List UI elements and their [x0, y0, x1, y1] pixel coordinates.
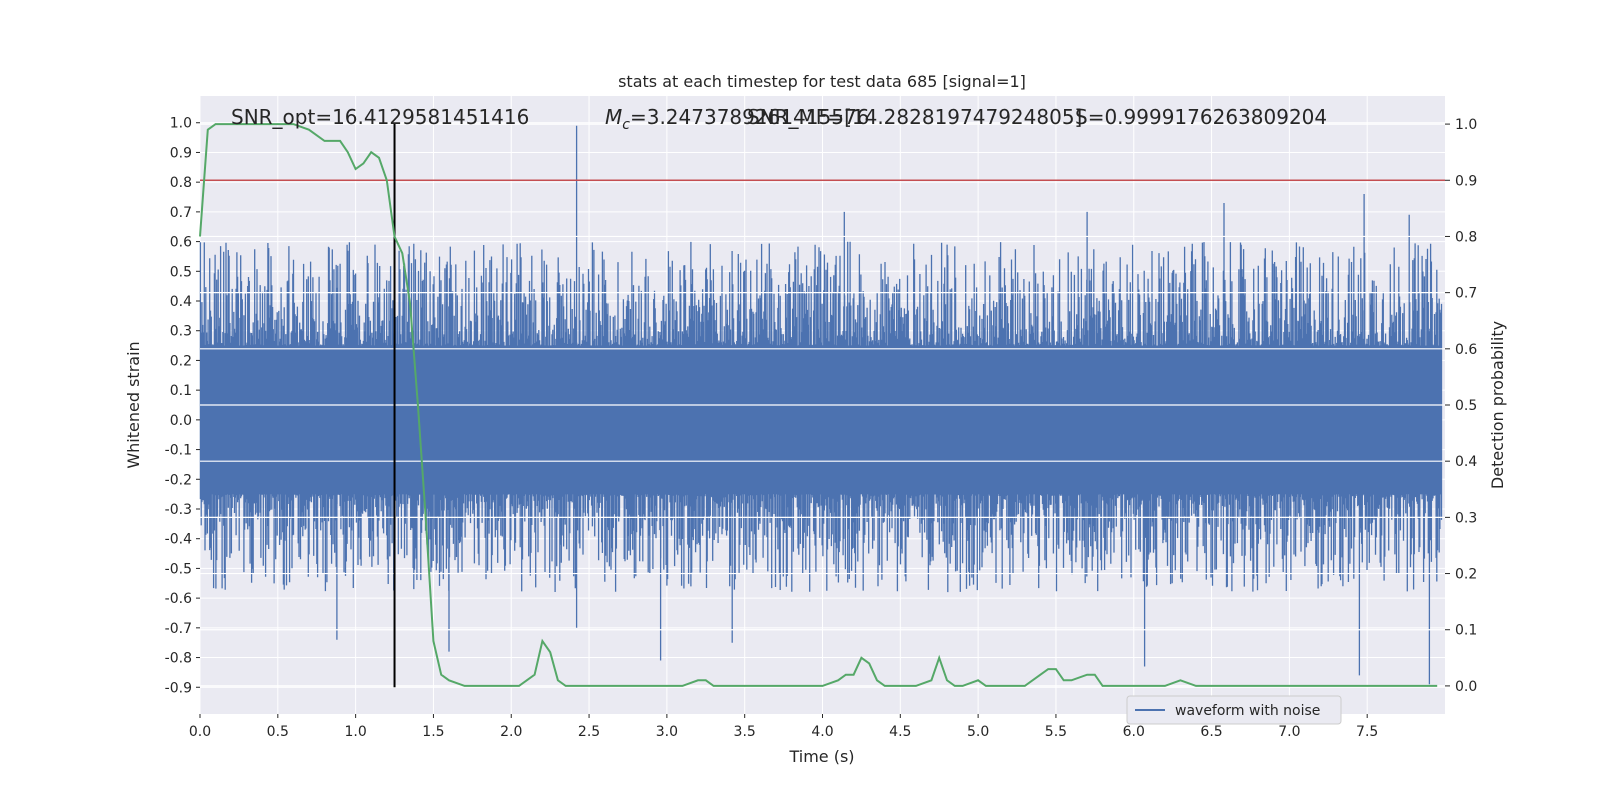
annotation-snr-mf: SNR_MF=[14.282819747924805]: [747, 105, 1082, 129]
annotation-snr-opt: SNR_opt=16.4129581451416: [231, 105, 529, 129]
y-tick-label: 0.9: [170, 145, 192, 161]
y-tick-label: 0.3: [170, 324, 192, 340]
y-tick-label: -0.4: [165, 532, 192, 548]
right-y-tick-label: 0.8: [1455, 229, 1477, 245]
right-y-tick-label: 0.4: [1455, 454, 1477, 470]
y-axis-label-right: Detection probability: [1488, 321, 1507, 489]
x-tick-label: 0.5: [267, 724, 289, 740]
waveform-core-band: [200, 345, 1442, 495]
overlay-layer: [199, 122, 1445, 688]
y-tick-label: 0.7: [170, 205, 192, 221]
x-tick-label: 6.0: [1123, 724, 1145, 740]
x-tick-label: 1.5: [422, 724, 444, 740]
right-y-tick-label: 1.0: [1455, 117, 1477, 133]
legend-box: [1126, 695, 1342, 725]
y-tick-label: 0.6: [170, 235, 192, 251]
x-tick-label: 5.0: [967, 724, 989, 740]
y-tick-label: 0.4: [170, 294, 192, 310]
x-tick-label: 1.0: [344, 724, 366, 740]
right-y-tick-label: 0.6: [1455, 342, 1477, 358]
right-y-tick-label: 0.5: [1455, 398, 1477, 414]
y-tick-label: -0.2: [165, 472, 192, 488]
annotation-chirp-mass: Mc=3.2473789261415576: [605, 105, 869, 133]
right-y-tick-label: 0.9: [1455, 173, 1477, 189]
chart-title: stats at each timestep for test data 685…: [618, 72, 1026, 91]
y-tick-label: 0.1: [170, 383, 192, 399]
waveform-layer: [199, 125, 1443, 685]
legend-label-waveform: waveform with noise: [1175, 703, 1320, 719]
y-tick-label: 0.2: [170, 353, 192, 369]
chirp-mass-value: =3.2473789261415576: [630, 105, 869, 129]
legend: waveform with noise: [1126, 695, 1342, 725]
x-tick-label: 0.0: [189, 724, 211, 740]
annotation-score: S=0.9999176263809204: [1075, 105, 1327, 129]
y-tick-label: 0.0: [170, 413, 192, 429]
right-y-tick-label: 0.0: [1455, 679, 1477, 695]
y-tick-label: -0.8: [165, 651, 192, 667]
y-tick-label: -0.9: [165, 680, 192, 696]
y-tick-label: -0.7: [165, 621, 192, 637]
detection-probability-line: [199, 123, 1438, 687]
chirp-mass-subscript: c: [622, 117, 630, 133]
x-tick-label: 7.5: [1356, 724, 1378, 740]
right-y-tick-label: 0.2: [1455, 567, 1477, 583]
x-tick-label: 5.5: [1045, 724, 1067, 740]
x-tick-label: 3.0: [656, 724, 678, 740]
y-tick-label: -0.6: [165, 591, 192, 607]
right-y-tick-label: 0.1: [1455, 623, 1477, 639]
ticks-layer: 0.0 0.5 1.0 1.5 2.0 2.5 3.0 3.5 4.0 4.5 5.0 5.5 6.0 6…: [165, 116, 1478, 740]
y-tick-label: -0.3: [165, 502, 192, 518]
y-tick-label: -0.5: [165, 561, 192, 577]
x-tick-label: 3.5: [734, 724, 756, 740]
x-tick-label: 2.0: [500, 724, 522, 740]
chirp-mass-symbol: M: [605, 105, 622, 129]
x-tick-label: 4.0: [811, 724, 833, 740]
right-y-tick-label: 0.3: [1455, 510, 1477, 526]
right-y-tick-label: 0.7: [1455, 286, 1477, 302]
x-tick-label: 2.5: [578, 724, 600, 740]
x-tick-label: 7.0: [1278, 724, 1300, 740]
y-tick-label: -0.1: [165, 443, 192, 459]
x-axis-label: Time (s): [788, 747, 854, 766]
y-tick-label: 0.5: [170, 264, 192, 280]
y-tick-label: 0.8: [170, 175, 192, 191]
x-tick-label: 4.5: [889, 724, 911, 740]
x-tick-label: 6.5: [1200, 724, 1222, 740]
y-tick-label: 1.0: [170, 116, 192, 132]
y-axis-label: Whitened strain: [124, 341, 143, 468]
